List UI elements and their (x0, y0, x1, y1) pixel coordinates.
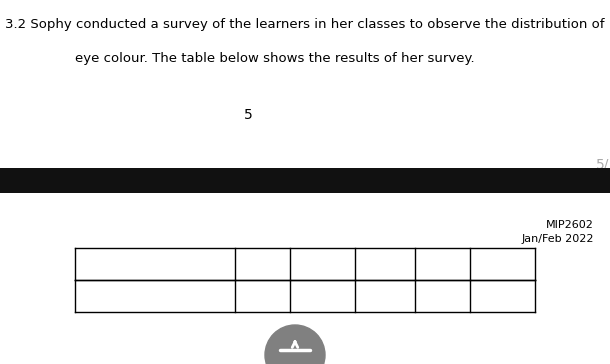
Text: 5/: 5/ (595, 158, 609, 172)
Text: 12: 12 (254, 289, 271, 302)
Text: 8: 8 (439, 289, 447, 302)
Text: 80: 80 (494, 289, 511, 302)
Text: eye colour. The table below shows the results of her survey.: eye colour. The table below shows the re… (75, 52, 475, 65)
Text: 2: 2 (381, 289, 389, 302)
Text: Number: Number (83, 289, 143, 302)
Bar (75, 248, 535, 280)
Text: 5: 5 (243, 108, 253, 122)
Text: MIP2602
Jan/Feb 2022: MIP2602 Jan/Feb 2022 (522, 220, 594, 244)
Circle shape (265, 325, 325, 364)
Text: Eye colour: Eye colour (83, 257, 162, 270)
Bar (75, 280, 535, 312)
Text: Brown: Brown (301, 257, 343, 270)
Text: 3.2 Sophy conducted a survey of the learners in her classes to observe the distr: 3.2 Sophy conducted a survey of the lear… (5, 18, 605, 31)
Text: Hazel: Hazel (424, 257, 461, 270)
Text: Blue: Blue (248, 257, 278, 270)
Text: Green: Green (365, 257, 405, 270)
Bar (0, 168, 610, 193)
Text: 58: 58 (314, 289, 331, 302)
Text: Total: Total (484, 257, 521, 270)
